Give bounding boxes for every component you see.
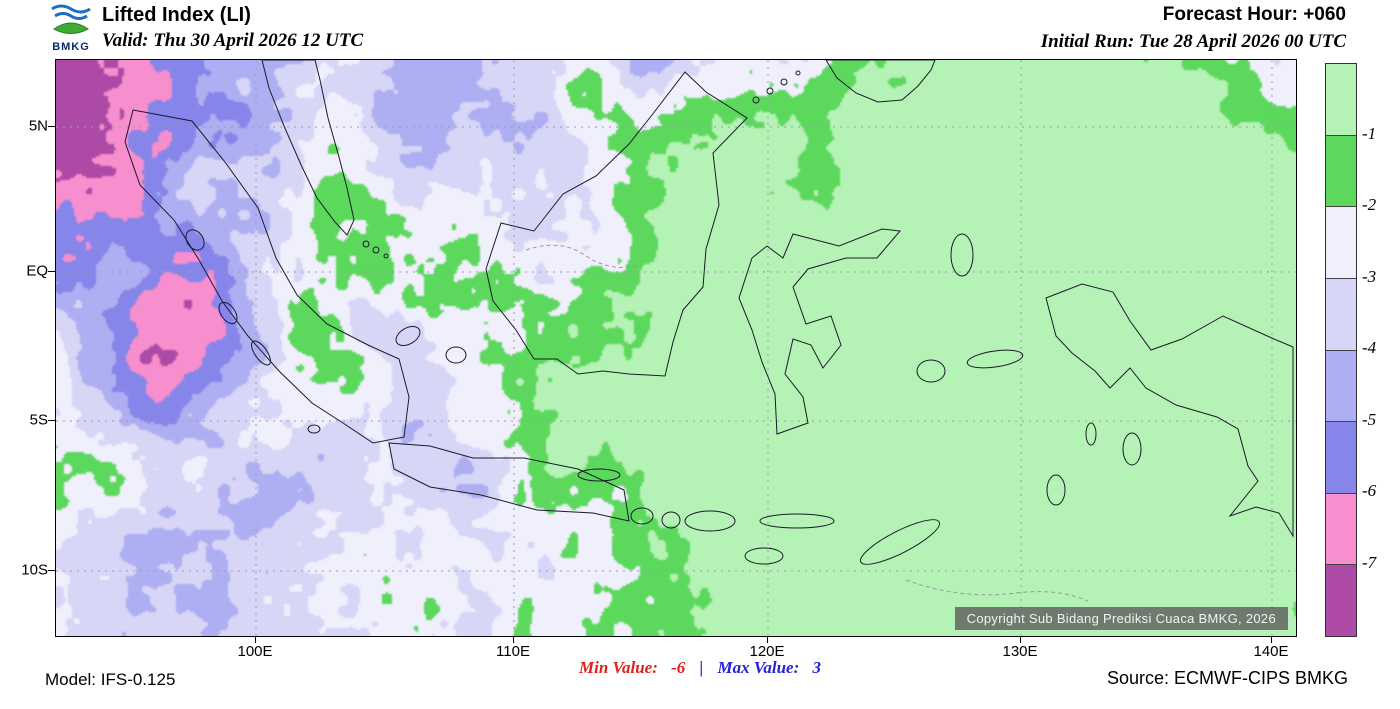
coastline-borneo — [485, 71, 748, 377]
coastline-sulu-3 — [780, 78, 788, 86]
coastline-sulu-2 — [766, 87, 774, 95]
legend-bar — [1325, 63, 1357, 637]
coastline-timor — [859, 519, 941, 565]
y-axis-label: 5S — [29, 411, 48, 429]
coastline-lombok — [661, 511, 681, 529]
y-axis-tick — [48, 420, 55, 421]
x-axis-tick — [1020, 636, 1021, 643]
legend-tick-label: -5 — [1362, 409, 1377, 429]
y-axis-label: 10S — [21, 561, 48, 579]
min-max-values: Min Value: -6 | Max Value: 3 — [579, 658, 821, 678]
initial-run: Initial Run: Tue 28 April 2026 00 UTC — [1040, 31, 1346, 52]
coastline-halmahera — [950, 233, 974, 277]
coastline-malay-peninsula — [261, 60, 355, 236]
coastline-riau-2 — [372, 246, 380, 254]
coastlines — [124, 60, 1294, 565]
coastline-nias — [185, 229, 205, 251]
coastline-flores — [759, 513, 835, 529]
min-value: -6 — [671, 658, 686, 677]
legend-color-block — [1326, 493, 1356, 566]
coastline-sumatra — [124, 109, 410, 444]
y-axis-tick — [48, 126, 55, 127]
coastline-aru — [1122, 432, 1142, 466]
coastline-riau-3 — [383, 253, 389, 259]
boundary-lines — [525, 244, 1089, 602]
max-value: 3 — [812, 658, 822, 677]
legend-tick-label: -2 — [1362, 195, 1377, 214]
min-value-label: Min Value: — [578, 658, 658, 677]
coastline-belitung — [445, 346, 467, 364]
coastline-papua — [1045, 283, 1294, 538]
coastline-enggano — [307, 424, 321, 434]
page-title: Lifted Index (LI) — [102, 4, 251, 26]
copyright-badge: Copyright Sub Bidang Prediksi Cuaca BMKG… — [954, 607, 1288, 630]
legend-tick-label: -7 — [1362, 552, 1377, 572]
li-field-canvas — [56, 60, 1296, 636]
forecast-hour: Forecast Hour: +060 — [1162, 4, 1346, 25]
x-axis-label: 140E — [1253, 643, 1289, 660]
coastline-pagai — [251, 340, 271, 366]
coastline-sulawesi — [738, 228, 901, 435]
coastline-tanimbar — [1046, 474, 1066, 506]
x-axis-tick — [767, 636, 768, 643]
legend-color-block — [1326, 135, 1356, 208]
legend-color-block — [1326, 207, 1356, 279]
legend-tick-label: -3 — [1362, 266, 1377, 286]
legend-color-block — [1326, 350, 1356, 423]
coastline-riau-1 — [362, 240, 370, 248]
legend-color-block — [1326, 64, 1356, 136]
coastline-sulu-1 — [752, 96, 760, 104]
legend-color-block — [1326, 565, 1356, 636]
coastline-seram — [966, 349, 1024, 369]
coastline-mindanao — [825, 60, 936, 103]
coastline-buru — [916, 359, 946, 383]
bmkg-logo-text: BMKG — [52, 41, 90, 53]
coastline-sumba — [744, 547, 784, 565]
coastline-siberut — [218, 301, 238, 325]
coastline-bali — [630, 507, 654, 525]
coastline-kai — [1085, 422, 1097, 446]
header-right: Forecast Hour: +060 Initial Run: Tue 28 … — [1041, 4, 1346, 53]
coastline-sumbawa — [684, 510, 736, 532]
bmkg-logo: BMKG — [44, 2, 98, 53]
x-axis-label: 100E — [237, 643, 273, 660]
legend-color-block — [1326, 278, 1356, 351]
y-axis-label: EQ — [26, 262, 48, 280]
min-max-separator: | — [699, 658, 704, 677]
legend-color-block — [1326, 422, 1356, 494]
x-axis-label: 120E — [749, 643, 785, 660]
coastline-java — [388, 442, 630, 522]
graticule-grid — [56, 60, 1296, 636]
coastline-sulu-4 — [795, 70, 801, 76]
model-label: Model: IFS-0.125 — [45, 670, 176, 689]
map-overlay — [56, 60, 1296, 636]
coastline-bangka — [395, 326, 421, 346]
x-axis-tick — [1271, 636, 1272, 643]
y-axis-label: 5N — [28, 117, 48, 135]
coastline-madura — [577, 468, 621, 482]
x-axis-tick — [255, 636, 256, 643]
y-axis-tick — [48, 570, 55, 571]
max-value-label: Max Value: — [717, 658, 800, 677]
x-axis-label: 110E — [496, 643, 530, 660]
x-axis-tick — [513, 636, 514, 643]
map-plot-area: Copyright Sub Bidang Prediksi Cuaca BMKG… — [55, 59, 1297, 637]
legend-tick-label: -1 — [1362, 123, 1377, 143]
valid-time: Valid: Thu 30 April 2026 12 UTC — [102, 30, 364, 51]
bmkg-logo-icon — [51, 4, 91, 34]
y-axis-tick — [48, 271, 55, 272]
x-axis-label: 130E — [1002, 643, 1038, 660]
legend-tick-label: -6 — [1362, 481, 1377, 500]
source-label: Source: ECMWF-CIPS BMKG — [1106, 668, 1348, 688]
legend-tick-label: -4 — [1362, 338, 1377, 357]
